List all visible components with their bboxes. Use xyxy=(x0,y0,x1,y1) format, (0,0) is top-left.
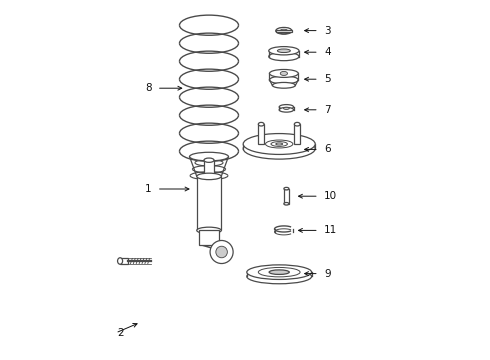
Ellipse shape xyxy=(197,227,221,234)
Text: 9: 9 xyxy=(324,269,331,279)
Ellipse shape xyxy=(204,158,214,162)
Ellipse shape xyxy=(277,49,291,53)
Text: 3: 3 xyxy=(324,26,331,36)
Bar xyxy=(197,176,221,230)
Ellipse shape xyxy=(247,269,312,284)
Ellipse shape xyxy=(294,122,300,126)
Text: 4: 4 xyxy=(324,47,331,57)
Bar xyxy=(204,160,214,176)
Ellipse shape xyxy=(190,152,228,161)
Ellipse shape xyxy=(276,27,292,34)
Ellipse shape xyxy=(279,107,294,112)
Text: 1: 1 xyxy=(145,184,151,194)
Ellipse shape xyxy=(270,69,298,77)
Ellipse shape xyxy=(284,202,289,205)
Text: 7: 7 xyxy=(324,105,331,115)
Bar xyxy=(276,30,292,32)
Ellipse shape xyxy=(258,122,264,126)
Bar xyxy=(120,258,128,264)
Ellipse shape xyxy=(243,138,315,159)
Ellipse shape xyxy=(284,187,289,190)
Ellipse shape xyxy=(247,265,312,279)
Text: 8: 8 xyxy=(145,83,151,93)
Ellipse shape xyxy=(243,134,315,154)
Ellipse shape xyxy=(270,76,298,84)
Ellipse shape xyxy=(269,46,299,55)
Ellipse shape xyxy=(269,52,299,61)
Ellipse shape xyxy=(280,29,288,32)
Circle shape xyxy=(210,240,233,264)
Text: 11: 11 xyxy=(324,225,338,235)
Text: 2: 2 xyxy=(118,328,124,338)
Bar xyxy=(284,189,289,204)
Circle shape xyxy=(216,246,227,258)
Ellipse shape xyxy=(284,107,289,109)
Text: 5: 5 xyxy=(324,74,331,84)
Ellipse shape xyxy=(272,82,295,88)
Ellipse shape xyxy=(280,71,288,76)
Ellipse shape xyxy=(197,173,221,180)
Text: 10: 10 xyxy=(324,191,337,201)
Ellipse shape xyxy=(279,104,294,109)
Ellipse shape xyxy=(269,270,289,274)
Ellipse shape xyxy=(118,258,122,264)
Text: 6: 6 xyxy=(324,144,331,154)
Ellipse shape xyxy=(276,28,292,34)
Bar xyxy=(199,230,219,245)
Bar xyxy=(294,124,300,144)
Bar xyxy=(258,124,264,144)
